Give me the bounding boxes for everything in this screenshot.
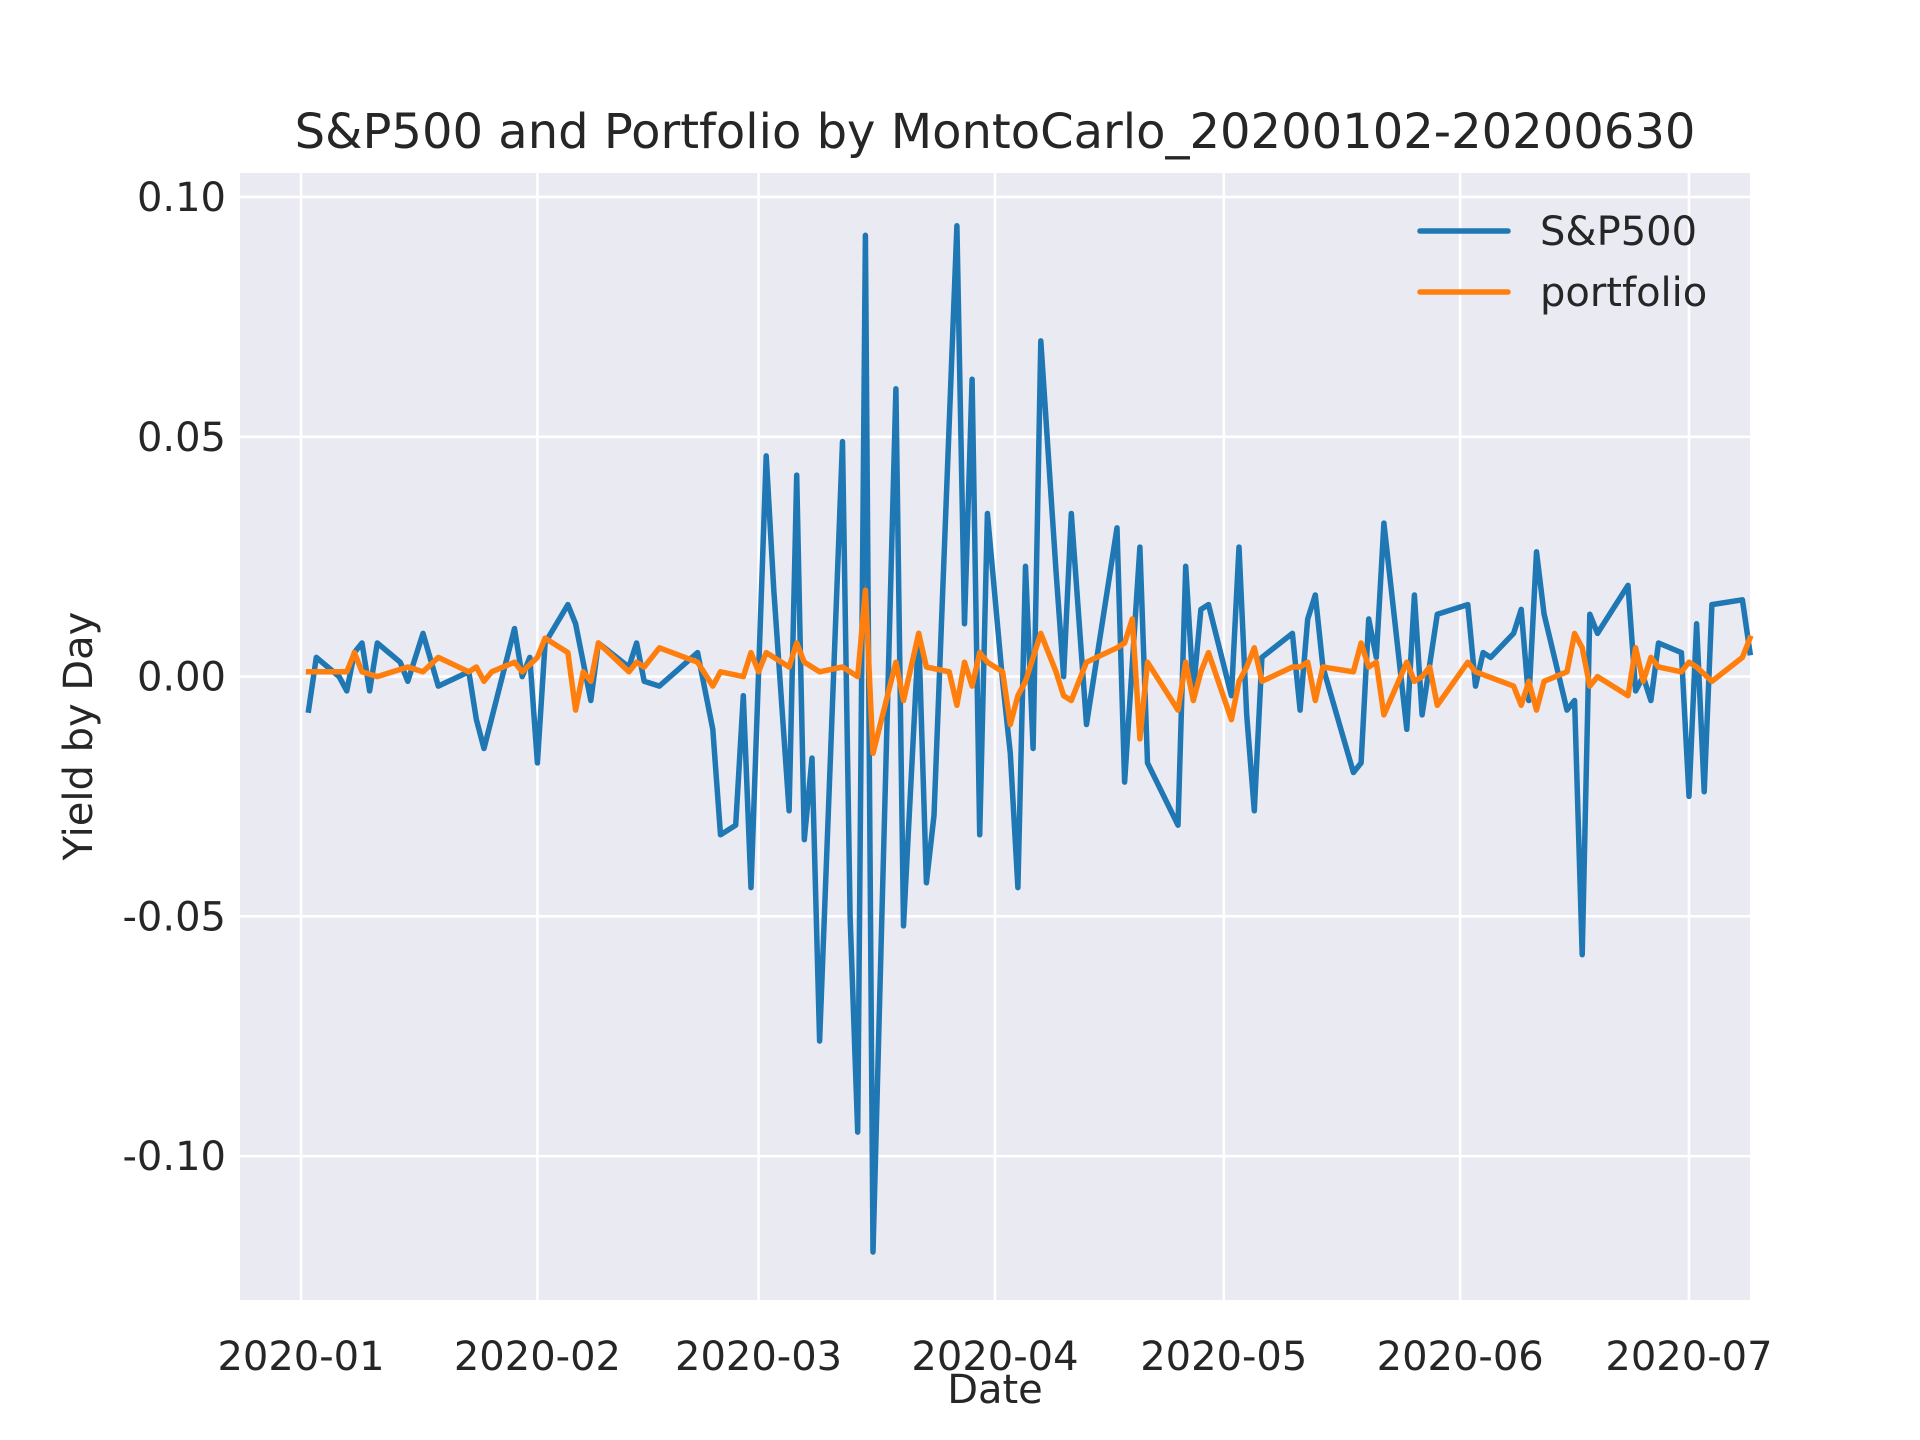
x-tick-label: 2020-03 [675,1334,842,1380]
x-tick-label: 2020-02 [454,1334,621,1380]
y-tick-label: 0.10 [137,175,226,221]
y-tick-label: -0.05 [123,894,227,940]
legend-label-sp500: S&P500 [1540,209,1697,255]
series-line-sp500 [305,223,1754,1255]
y-tick-labels: 0.10 0.05 0.00 -0.05 -0.10 [123,175,227,1180]
y-tick-label: -0.10 [123,1134,227,1180]
x-axis-label: Date [947,1367,1043,1413]
series-line-portfolio [305,587,1754,757]
x-tick-label: 2020-05 [1140,1334,1307,1380]
x-tick-labels: 2020-01 2020-02 2020-03 2020-04 2020-05 2020-… [217,1334,1772,1380]
x-tick-label: 2020-07 [1605,1334,1772,1380]
y-axis-label: Yield by Day [56,612,102,862]
y-tick-label: 0.00 [137,655,226,701]
y-tick-label: 0.05 [137,415,226,461]
legend: S&P500 portfolio [1417,209,1707,316]
x-tick-label: 2020-01 [217,1334,384,1380]
x-tick-label: 2020-04 [911,1334,1078,1380]
x-tick-label: 2020-06 [1377,1334,1544,1380]
series-lines [305,223,1754,1255]
legend-label-portfolio: portfolio [1540,270,1707,316]
chart-title: S&P500 and Portfolio by MontoCarlo_20200… [295,104,1696,160]
